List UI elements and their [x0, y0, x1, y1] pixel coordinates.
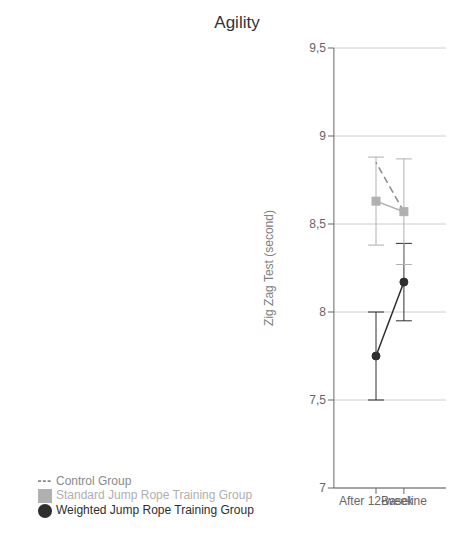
html-text:Control Group: Control Group	[56, 473, 132, 488]
html-text:Standard Jump Rope Training Gr: Standard Jump Rope Training Group	[56, 488, 253, 503]
svg-text:9,5: 9,5	[309, 41, 326, 55]
svg-text:7,5: 7,5	[309, 393, 326, 407]
svg-text:9: 9	[319, 129, 326, 143]
svg-text:7: 7	[319, 481, 326, 495]
html-text:Weighted Jump Rope Training Gr: Weighted Jump Rope Training Group	[56, 503, 254, 518]
html-text:Agility: Agility	[214, 13, 260, 32]
svg-text:8,5: 8,5	[309, 217, 326, 231]
svg-text:After 12-week: After 12-week	[339, 494, 414, 508]
svg-text:Zig Zag Test (second): Zig Zag Test (second)	[262, 210, 276, 326]
svg-text:8: 8	[319, 305, 326, 319]
